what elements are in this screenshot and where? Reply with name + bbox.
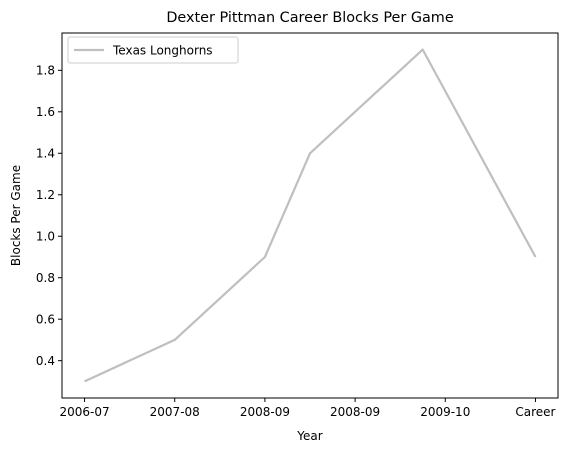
x-tick-label: 2007-08 [150,405,200,419]
x-axis-label: Year [296,429,322,443]
y-tick-label: 1.2 [36,188,55,202]
chart-title: Dexter Pittman Career Blocks Per Game [166,10,454,26]
y-tick-label: 1.0 [36,230,55,244]
x-tick-label: 2008-09 [330,405,380,419]
y-axis-label: Blocks Per Game [9,165,23,266]
x-tick-label: 2006-07 [59,405,109,419]
y-axis: 0.4 0.6 0.8 1.0 1.2 1.4 1.6 1.8 [36,64,62,368]
x-tick-label: Career [515,405,555,419]
plot-area-frame [61,32,559,399]
x-tick-label: 2008-09 [240,405,290,419]
y-tick-label: 0.6 [36,312,55,326]
legend-box [67,36,239,64]
y-tick-label: 0.8 [36,271,55,285]
y-tick-label: 1.6 [36,105,55,119]
legend-label-texas-longhorns: Texas Longhorns [112,43,213,57]
y-tick-label: 0.4 [36,354,55,368]
x-axis: 2006-07 2007-08 2008-09 2008-09 2009-10 Caree… [59,398,556,419]
y-tick-label: 1.4 [36,147,55,161]
x-tick-label: 2009-10 [420,405,470,419]
legend: Texas Longhorns [67,36,239,64]
series-line-texas-longhorns [84,48,537,383]
y-tick-label: 1.8 [36,64,55,78]
